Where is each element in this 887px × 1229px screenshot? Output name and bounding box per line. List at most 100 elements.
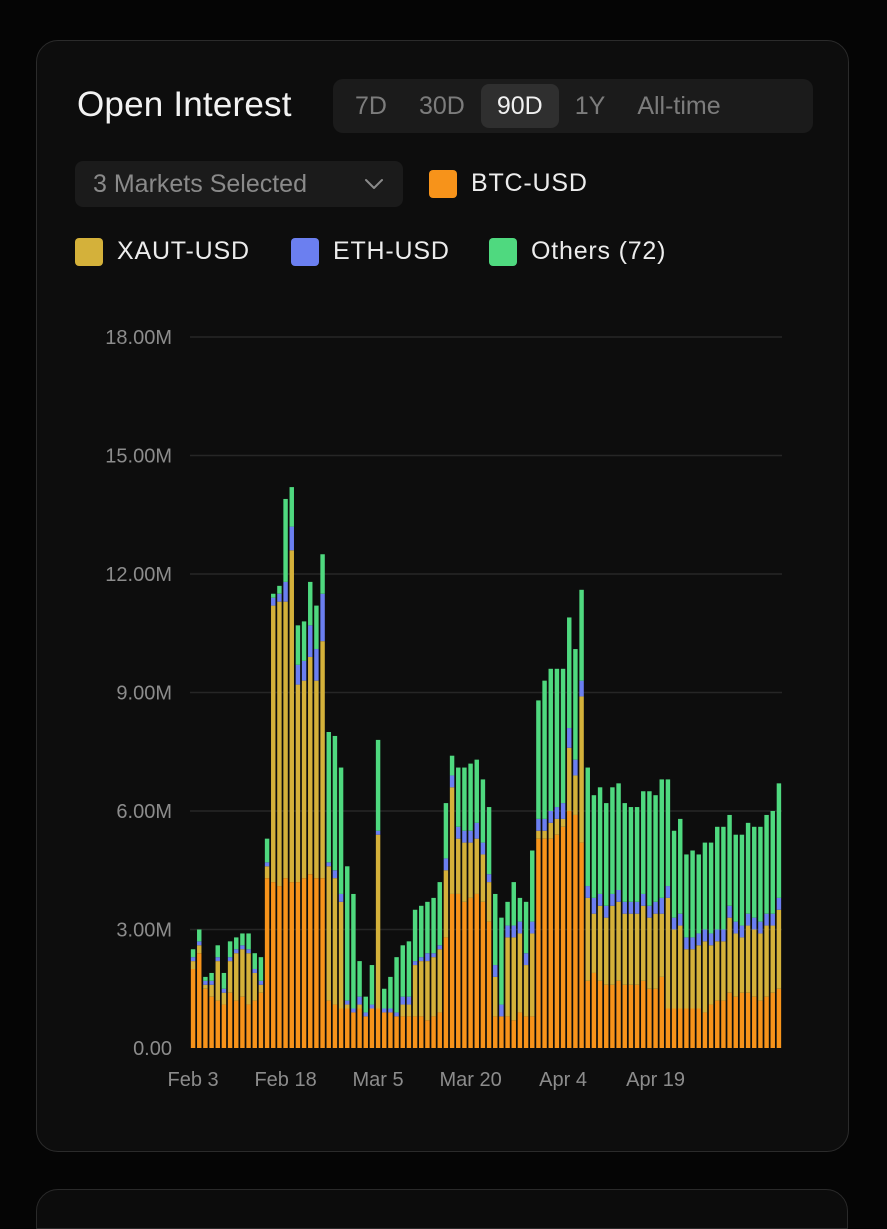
bar-segment <box>271 593 276 598</box>
bar-segment <box>264 838 270 863</box>
bar-segment <box>505 901 510 926</box>
bar-segment <box>412 961 418 966</box>
bar-segment <box>203 976 208 981</box>
bar-segment <box>696 933 701 946</box>
bar-segment <box>770 925 775 993</box>
bar-segment <box>351 1008 356 1013</box>
range-all-time-button[interactable]: All-time <box>637 91 721 120</box>
bar-segment <box>388 976 393 1009</box>
bar-segment <box>721 1000 726 1048</box>
bar-segment <box>234 949 239 954</box>
bar-segment <box>240 996 245 1048</box>
range-1y-button[interactable]: 1Y <box>574 91 606 120</box>
legend-label-others: Others (72) <box>531 237 667 265</box>
bar-segment <box>597 893 603 906</box>
bar-segment <box>493 893 498 966</box>
range-30d-button[interactable]: 30D <box>418 91 465 120</box>
bar-segment <box>536 838 541 1048</box>
bar-segment <box>585 897 590 981</box>
bar-segment <box>560 818 566 827</box>
bar-segment <box>659 897 664 914</box>
legend-item-eth[interactable]: ETH-USD <box>291 237 450 266</box>
bar-segment <box>647 791 652 906</box>
bar-segment <box>610 984 615 1048</box>
bar-segment <box>252 969 257 973</box>
bar-segment <box>653 795 658 902</box>
bar-segment <box>665 1008 671 1048</box>
bar-segment <box>610 905 615 985</box>
bar-segment <box>770 811 775 914</box>
bar-segment <box>437 949 442 1013</box>
bar-segment <box>332 1004 338 1048</box>
bar-segment <box>382 1012 387 1048</box>
legend-item-xaut[interactable]: XAUT-USD <box>75 237 250 266</box>
bar-segment <box>283 498 288 582</box>
bar-segment <box>696 854 701 934</box>
bar-segment <box>320 878 325 1048</box>
bar-segment <box>548 811 553 823</box>
bar-segment <box>499 1016 504 1048</box>
bar-segment <box>474 822 479 839</box>
legend-item-btc[interactable]: BTC-USD <box>429 169 588 198</box>
bar-segment <box>295 625 301 665</box>
bar-segment <box>221 1004 227 1048</box>
bar-segment <box>456 893 461 1048</box>
bar-segment <box>480 779 486 843</box>
bar-segment <box>326 732 331 863</box>
bar-segment <box>412 909 418 962</box>
bar-segment <box>190 949 196 958</box>
bar-segment <box>468 830 473 843</box>
bar-segment <box>425 901 430 954</box>
bar-segment <box>215 945 220 958</box>
bar-segment <box>579 680 584 697</box>
bar-segment <box>696 1008 701 1048</box>
range-7d-button[interactable]: 7D <box>355 91 387 120</box>
bar-segment <box>702 941 708 1013</box>
bar-segment <box>215 1000 220 1048</box>
bar-segment <box>548 838 553 1048</box>
bar-segment <box>277 601 282 887</box>
bar-segment <box>678 818 683 914</box>
bar-segment <box>752 826 757 918</box>
bar-segment <box>727 814 732 906</box>
bar-segment <box>622 913 627 985</box>
bar-segment <box>308 656 313 875</box>
bar-segment <box>456 826 461 839</box>
bar-segment <box>369 1008 375 1048</box>
legend-item-others[interactable]: Others (72) <box>489 237 666 266</box>
bar-segment <box>369 965 375 1005</box>
bar-segment <box>351 1012 356 1048</box>
bar-segment <box>338 767 344 894</box>
card-title: Open Interest <box>77 85 292 124</box>
range-90d-button[interactable]: 90D <box>480 84 559 128</box>
markets-dropdown[interactable]: 3 Markets Selected <box>75 161 403 207</box>
bar-segment <box>437 882 442 946</box>
bar-segment <box>264 878 270 1048</box>
bar-segment <box>234 1000 239 1048</box>
bar-segment <box>203 988 208 1048</box>
bar-segment <box>338 893 344 902</box>
bar-segment <box>332 735 338 871</box>
bar-segment <box>301 660 307 681</box>
bar-segment <box>197 929 202 942</box>
bar-segment <box>554 818 560 835</box>
x-tick-label: Mar 20 <box>439 1069 501 1091</box>
bar-segment <box>511 882 516 926</box>
bar-segment <box>419 957 424 962</box>
bar-segment <box>659 976 664 1048</box>
bar-segment <box>708 933 714 946</box>
bar-segment <box>733 921 738 934</box>
bar-segment <box>209 980 214 985</box>
bar-segment <box>733 933 738 997</box>
bar-segment <box>523 1016 529 1048</box>
bar-segment <box>419 1016 424 1048</box>
bar-segment <box>240 933 245 946</box>
bar-segment <box>289 882 294 1048</box>
bar-segment <box>462 830 467 843</box>
bar-segment <box>616 901 621 981</box>
bar-segment <box>659 779 664 898</box>
bar-segment <box>468 897 473 1048</box>
bar-segment <box>511 1020 516 1048</box>
bar-segment <box>437 945 442 950</box>
bar-segment <box>301 878 307 1048</box>
